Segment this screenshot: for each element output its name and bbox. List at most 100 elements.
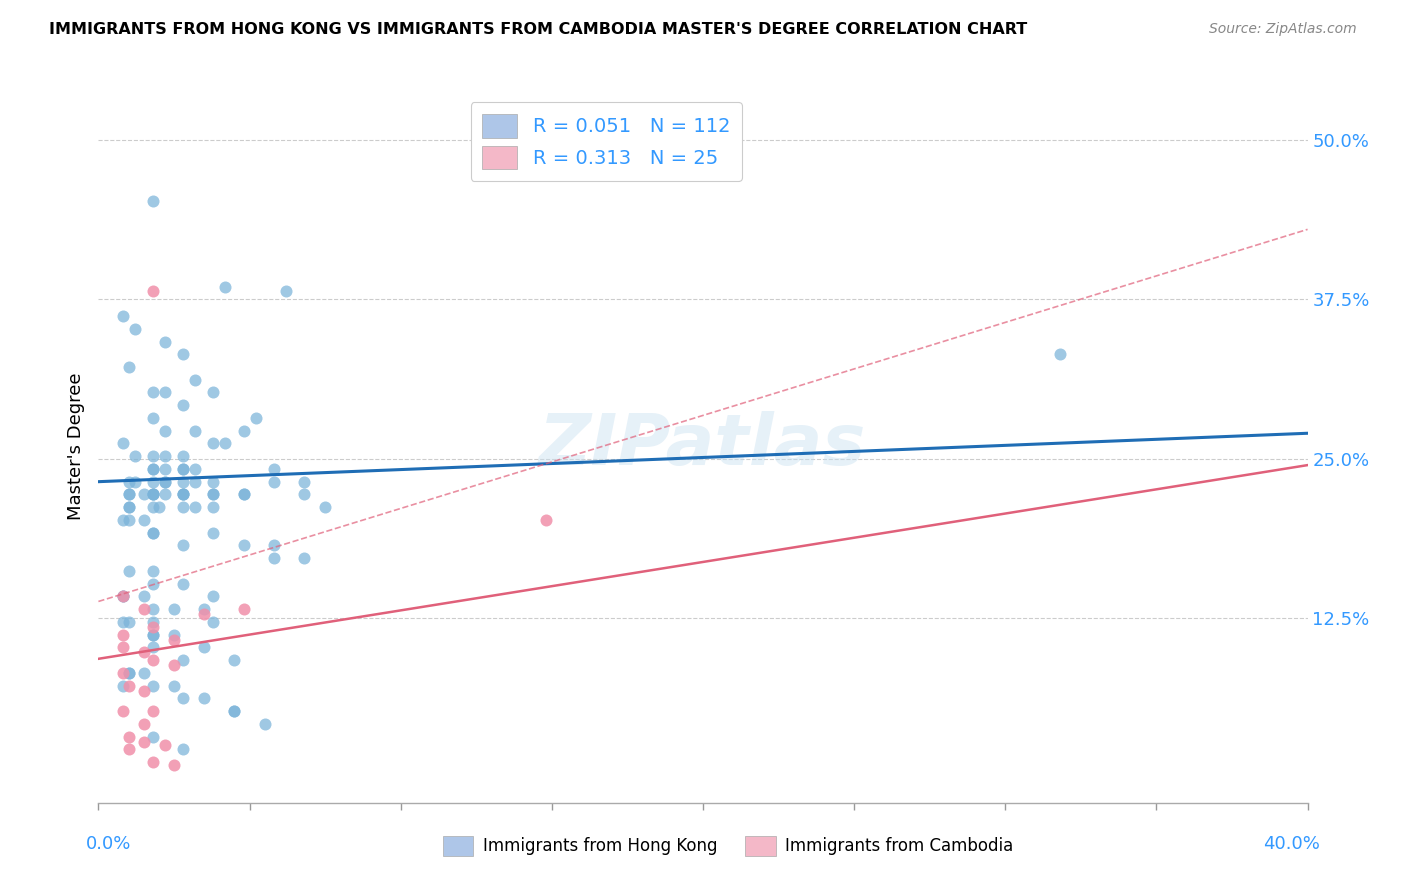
Point	[111, 665, 134, 680]
Point	[111, 590, 134, 604]
Point	[142, 475, 165, 489]
Point	[163, 627, 186, 641]
Point	[132, 734, 155, 748]
Point	[172, 462, 194, 476]
Point	[142, 653, 165, 667]
Point	[142, 487, 165, 501]
Point	[118, 665, 141, 680]
Point	[142, 615, 165, 629]
Point	[172, 487, 194, 501]
Point	[232, 487, 254, 501]
Point	[232, 602, 254, 616]
Point	[172, 653, 194, 667]
Point	[172, 462, 194, 476]
Point	[142, 194, 165, 209]
Point	[202, 436, 225, 450]
Point	[132, 602, 155, 616]
Point	[193, 602, 215, 616]
Point	[142, 500, 165, 515]
Point	[132, 645, 155, 659]
Text: 0.0%: 0.0%	[86, 835, 132, 853]
Text: IMMIGRANTS FROM HONG KONG VS IMMIGRANTS FROM CAMBODIA MASTER'S DEGREE CORRELATIO: IMMIGRANTS FROM HONG KONG VS IMMIGRANTS …	[49, 22, 1028, 37]
Point	[172, 398, 194, 412]
Legend: R = 0.051   N = 112, R = 0.313   N = 25: R = 0.051 N = 112, R = 0.313 N = 25	[471, 103, 742, 181]
Point	[184, 500, 207, 515]
Point	[193, 691, 215, 706]
Point	[224, 653, 246, 667]
Point	[263, 551, 285, 566]
Point	[111, 436, 134, 450]
Point	[184, 475, 207, 489]
Point	[172, 742, 194, 756]
Point	[153, 334, 176, 349]
Point	[142, 755, 165, 769]
Point	[202, 590, 225, 604]
Point	[153, 739, 176, 753]
Point	[142, 411, 165, 425]
Point	[172, 487, 194, 501]
Point	[118, 615, 141, 629]
Point	[172, 347, 194, 361]
Point	[274, 284, 297, 298]
Point	[132, 487, 155, 501]
Point	[118, 742, 141, 756]
Point	[118, 679, 141, 693]
Point	[142, 284, 165, 298]
Point	[111, 615, 134, 629]
Point	[214, 279, 236, 293]
Point	[202, 385, 225, 400]
Point	[118, 513, 141, 527]
Point	[118, 564, 141, 578]
Point	[142, 525, 165, 540]
Point	[263, 462, 285, 476]
Point	[172, 487, 194, 501]
Point	[111, 704, 134, 718]
Point	[163, 679, 186, 693]
Point	[124, 449, 146, 463]
Point	[193, 640, 215, 655]
Point	[142, 627, 165, 641]
Point	[263, 538, 285, 552]
Point	[142, 462, 165, 476]
Point	[142, 640, 165, 655]
Point	[111, 590, 134, 604]
Point	[184, 424, 207, 438]
Point	[202, 525, 225, 540]
Point	[118, 500, 141, 515]
Point	[153, 424, 176, 438]
Point	[534, 513, 557, 527]
Point	[132, 683, 155, 698]
Y-axis label: Master's Degree: Master's Degree	[66, 372, 84, 520]
Point	[132, 665, 155, 680]
Point	[142, 602, 165, 616]
Point	[153, 449, 176, 463]
Point	[118, 487, 141, 501]
Point	[118, 500, 141, 515]
Point	[163, 602, 186, 616]
Point	[118, 475, 141, 489]
Point	[142, 564, 165, 578]
Point	[163, 658, 186, 673]
Point	[193, 607, 215, 622]
Point	[142, 487, 165, 501]
Point	[163, 757, 186, 772]
Point	[111, 309, 134, 323]
Point	[111, 679, 134, 693]
Point	[132, 590, 155, 604]
Point	[224, 704, 246, 718]
Point	[132, 716, 155, 731]
Point	[142, 620, 165, 634]
Point	[118, 487, 141, 501]
Point	[232, 487, 254, 501]
Point	[232, 424, 254, 438]
Point	[124, 475, 146, 489]
Point	[153, 487, 176, 501]
FancyBboxPatch shape	[443, 837, 474, 856]
Point	[253, 716, 276, 731]
Point	[292, 551, 315, 566]
Point	[142, 525, 165, 540]
Point	[118, 730, 141, 744]
Point	[124, 322, 146, 336]
Point	[111, 627, 134, 641]
Point	[172, 691, 194, 706]
